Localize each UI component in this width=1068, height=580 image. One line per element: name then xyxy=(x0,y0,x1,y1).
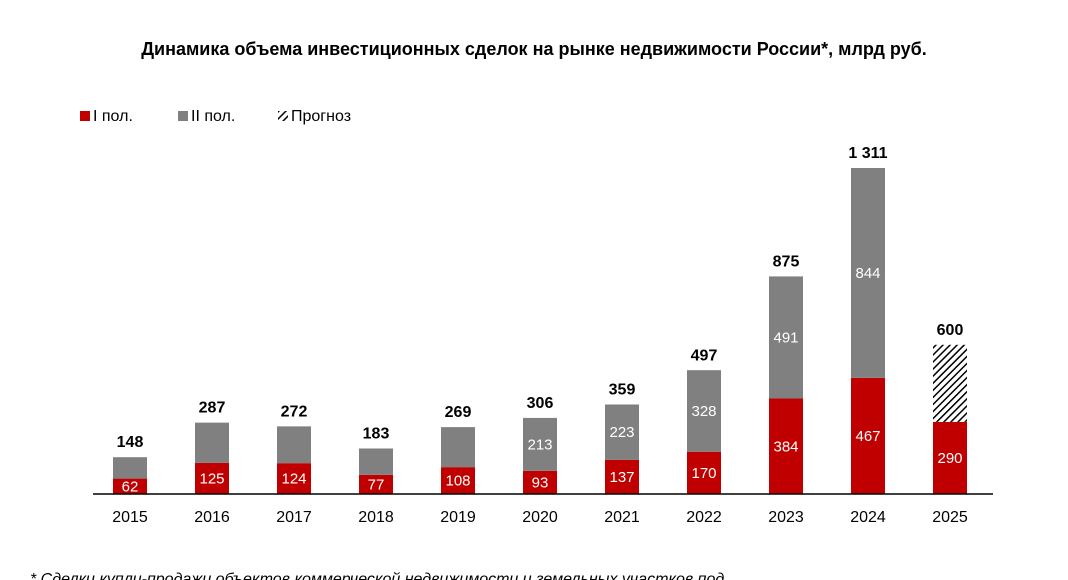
bar-2021-series-0 xyxy=(605,459,639,494)
total-label-2020: 306 xyxy=(527,395,554,412)
segment-label-2023-series-1: 491 xyxy=(773,329,798,346)
total-label-2022: 497 xyxy=(691,347,718,364)
total-label-2023: 875 xyxy=(773,253,800,270)
legend-swatch-second-half xyxy=(178,111,188,121)
segment-label-2020-series-0: 93 xyxy=(532,474,549,491)
bar-2023-series-1 xyxy=(769,276,803,399)
bar-2021-series-1 xyxy=(605,404,639,460)
segment-label-2021-series-1: 223 xyxy=(609,424,634,441)
x-axis-ticks-group: 2015 2016 2017 2018 2019 2020 2021 2022 2023 2024… xyxy=(112,509,968,526)
bar-2018-series-1 xyxy=(359,448,393,475)
total-label-2015: 148 xyxy=(117,434,144,451)
x-tick-2019: 2019 xyxy=(440,509,476,526)
legend-swatch-first-half xyxy=(80,111,90,121)
bar-2022-series-0 xyxy=(687,451,721,494)
x-tick-2016: 2016 xyxy=(194,509,230,526)
total-label-2025: 600 xyxy=(937,322,964,339)
bar-2016-series-1 xyxy=(195,422,229,463)
segment-label-2022-series-0: 170 xyxy=(691,465,716,482)
bar-2025-series-0 xyxy=(933,421,967,494)
total-label-2021: 359 xyxy=(609,382,636,399)
segment-label-2025-series-0: 290 xyxy=(937,450,962,467)
bar-2020-series-1 xyxy=(523,417,557,471)
total-label-2016: 287 xyxy=(199,400,226,417)
bar-2017-series-1 xyxy=(277,426,311,464)
bar-2025-series-2 xyxy=(933,344,967,422)
legend-label-second-half: II пол. xyxy=(191,108,235,125)
total-labels-group: 148 287 272 183 269 306 359 497 875 1 311 600 xyxy=(117,145,964,451)
legend: I пол. II пол. Прогноз xyxy=(80,108,351,125)
segment-label-2016-series-0: 125 xyxy=(199,470,224,487)
legend-label-first-half: I пол. xyxy=(93,108,133,125)
segment-label-2023-series-0: 384 xyxy=(773,438,798,455)
segment-labels-group: 62 125 124 77 108 93 213 137 223 170 328 384 491 467 8… xyxy=(122,265,963,495)
bar-2019-series-0 xyxy=(441,467,475,494)
x-tick-2022: 2022 xyxy=(686,509,722,526)
segment-label-2024-series-1: 844 xyxy=(855,265,880,282)
segment-label-2015-series-0: 62 xyxy=(122,478,139,495)
footnote: * Сделки купли-продажи объектов коммерче… xyxy=(30,571,724,580)
bar-2017-series-0 xyxy=(277,463,311,494)
legend-label-forecast: Прогноз xyxy=(291,108,351,125)
bar-2016-series-0 xyxy=(195,462,229,494)
segment-label-2021-series-0: 137 xyxy=(609,469,634,486)
bar-2024-series-1 xyxy=(851,168,885,378)
x-tick-2018: 2018 xyxy=(358,509,394,526)
total-label-2017: 272 xyxy=(281,403,308,420)
legend-swatch-forecast xyxy=(278,111,288,121)
bar-2018-series-0 xyxy=(359,474,393,494)
bar-2023-series-0 xyxy=(769,398,803,494)
segment-label-2017-series-0: 124 xyxy=(281,471,306,488)
x-tick-2025: 2025 xyxy=(932,509,968,526)
chart-title: Динамика объема инвестиционных сделок на… xyxy=(141,39,927,59)
bar-2020-series-0 xyxy=(523,470,557,494)
x-tick-2021: 2021 xyxy=(604,509,640,526)
segment-label-2024-series-0: 467 xyxy=(855,428,880,445)
bar-2015-series-0 xyxy=(113,478,147,494)
segment-label-2022-series-1: 328 xyxy=(691,403,716,420)
x-tick-2015: 2015 xyxy=(112,509,148,526)
bar-2019-series-1 xyxy=(441,427,475,468)
x-tick-2024: 2024 xyxy=(850,509,886,526)
x-tick-2020: 2020 xyxy=(522,509,558,526)
bar-2015-series-1 xyxy=(113,457,147,479)
bar-2024-series-0 xyxy=(851,377,885,494)
bars-group xyxy=(113,168,967,494)
segment-label-2020-series-1: 213 xyxy=(527,436,552,453)
x-tick-2023: 2023 xyxy=(768,509,804,526)
x-tick-2017: 2017 xyxy=(276,509,312,526)
bar-2022-series-1 xyxy=(687,370,721,452)
segment-label-2018-series-0: 77 xyxy=(368,476,385,493)
total-label-2018: 183 xyxy=(363,425,390,442)
total-label-2019: 269 xyxy=(445,404,472,421)
total-label-2024: 1 311 xyxy=(848,145,887,162)
segment-label-2019-series-0: 108 xyxy=(445,473,470,490)
